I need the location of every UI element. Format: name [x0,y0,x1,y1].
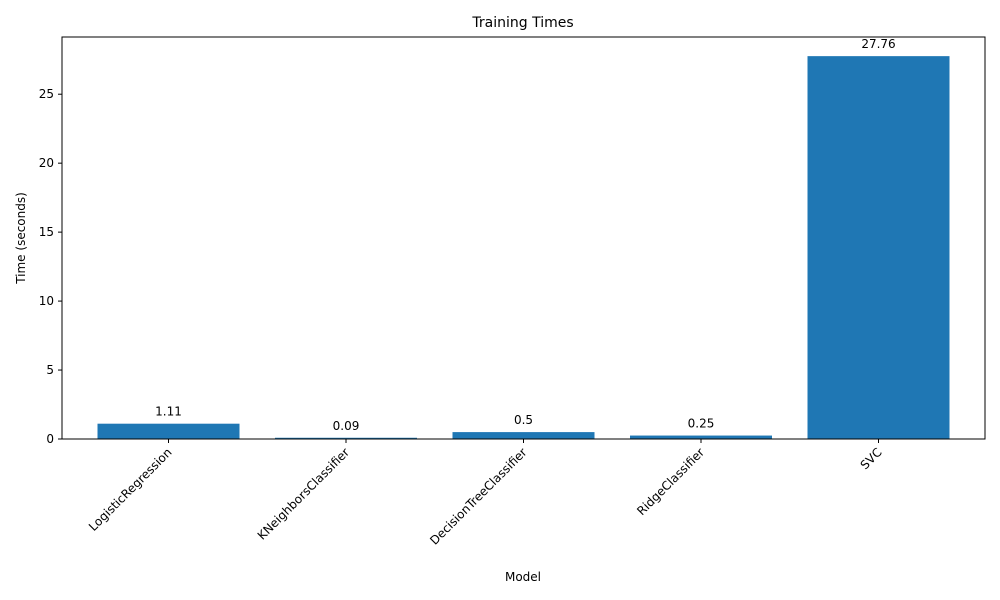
bar-kneighborsclassifier [275,437,417,439]
plot-frame [61,36,986,440]
y-tick-label: 0 [46,432,54,446]
y-tick-label: 10 [39,294,54,308]
x-axis-ticks: LogisticRegression KNeighborsClassifier De… [86,439,885,548]
data-label-ridgeclassifier: 0.25 [688,417,715,431]
x-tick-label: RidgeClassifier [634,445,707,518]
x-tick-label: DecisionTreeClassifier [427,445,529,547]
bar-svc [807,56,950,440]
x-tick-label: LogisticRegression [86,445,175,534]
data-label-kneighborsclassifier: 0.09 [333,419,360,433]
x-axis-label: Model [505,570,541,584]
bar-decisiontreeclassifier [452,432,595,439]
y-tick-label: 20 [39,156,54,170]
x-tick-label: KNeighborsClassifier [255,445,352,542]
data-labels-group: 1.11 0.09 0.5 0.25 27.76 [155,37,896,433]
data-label-svc: 27.76 [861,37,895,51]
y-tick-label: 25 [39,87,54,101]
y-tick-label: 5 [46,363,54,377]
y-tick-label: 15 [39,225,54,239]
x-tick-label: SVC [858,445,885,472]
bar-logisticregression [97,423,240,439]
bar-ridgeclassifier [630,435,772,439]
data-label-logisticregression: 1.11 [155,405,182,419]
bars-group [97,56,950,440]
data-label-decisiontreeclassifier: 0.5 [514,413,533,427]
chart-title: Training Times [471,15,573,31]
y-axis-label: Time (seconds) [14,192,28,285]
y-axis-ticks: 0 5 10 15 20 25 [39,87,62,446]
